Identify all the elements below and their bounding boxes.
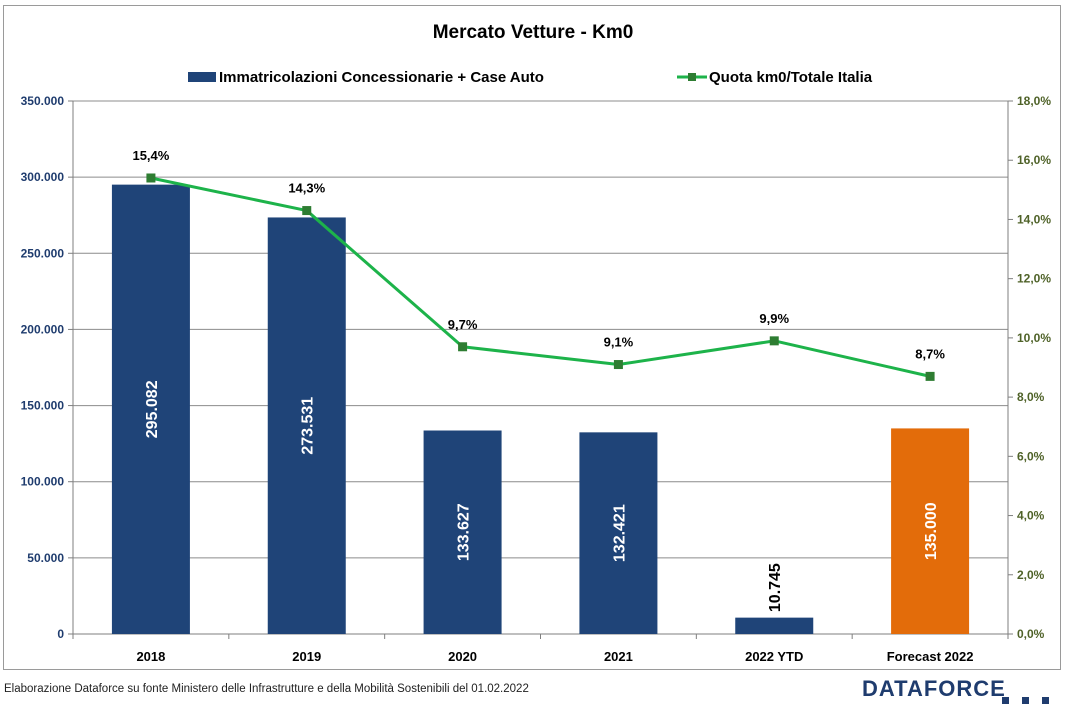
share-marker xyxy=(458,342,468,352)
legend: Immatricolazioni Concessionarie + Case A… xyxy=(188,69,873,86)
share-marker xyxy=(302,206,312,216)
bar xyxy=(111,184,190,634)
share-marker xyxy=(146,173,156,183)
y-right-tick-label: 10,0% xyxy=(1017,331,1051,345)
chart-title: Mercato Vetture - Km0 xyxy=(433,22,634,43)
bar-data-label: 295.082 xyxy=(144,380,161,438)
y-right-tick-label: 14,0% xyxy=(1017,212,1051,226)
y-right-tick-label: 18,0% xyxy=(1017,94,1051,108)
share-data-label: 9,1% xyxy=(604,335,634,350)
y-right-tick-label: 4,0% xyxy=(1017,509,1045,523)
logo-dot xyxy=(1042,697,1049,704)
legend-line-marker xyxy=(688,73,696,81)
bar-data-label: 10.745 xyxy=(767,563,784,612)
share-data-label: 8,7% xyxy=(915,346,945,361)
y-right-tick-label: 8,0% xyxy=(1017,390,1045,404)
logo-dot xyxy=(1022,697,1029,704)
share-data-label: 9,7% xyxy=(448,317,478,332)
x-tick-label: 2018 xyxy=(136,649,165,664)
bar xyxy=(891,428,970,634)
y-left-tick-label: 200.000 xyxy=(21,322,65,336)
share-marker xyxy=(613,360,623,370)
chart: Mercato Vetture - Km0 Immatricolazioni C… xyxy=(21,22,1052,664)
y-left-tick-label: 250.000 xyxy=(21,246,65,260)
y-right-tick-label: 6,0% xyxy=(1017,449,1045,463)
y-left-tick-label: 100.000 xyxy=(21,475,65,489)
legend-line-label: Quota km0/Totale Italia xyxy=(709,69,873,86)
x-tick-label: 2021 xyxy=(604,649,633,664)
share-data-label: 15,4% xyxy=(132,148,169,163)
share-marker xyxy=(925,371,935,381)
bar xyxy=(735,617,814,634)
x-tick-label: 2022 YTD xyxy=(745,649,803,664)
x-tick-label: 2019 xyxy=(292,649,321,664)
source-note: Elaborazione Dataforce su fonte Minister… xyxy=(4,683,529,695)
chart-frame: Mercato Vetture - Km0 Immatricolazioni C… xyxy=(3,5,1061,670)
bar xyxy=(423,430,502,634)
bar-data-label: 135.000 xyxy=(923,502,940,560)
y-left-tick-label: 0 xyxy=(57,627,64,641)
share-line xyxy=(150,176,931,378)
y-right-tick-label: 16,0% xyxy=(1017,153,1051,167)
y-left-tick-label: 300.000 xyxy=(21,170,65,184)
legend-bar-label: Immatricolazioni Concessionarie + Case A… xyxy=(219,69,544,86)
bar xyxy=(267,217,346,635)
plot-area: 0 50.000 100.000 150.000 200.000 250.000 300.0… xyxy=(21,94,1052,664)
bar xyxy=(579,432,658,634)
x-tick-label: Forecast 2022 xyxy=(887,649,974,664)
share-data-label: 14,3% xyxy=(288,181,325,196)
bar-data-label: 273.531 xyxy=(300,397,317,455)
bar-data-label: 132.421 xyxy=(611,504,628,562)
y-right-tick-label: 0,0% xyxy=(1017,627,1045,641)
y-left-tick-label: 50.000 xyxy=(27,551,64,565)
x-tick-label: 2020 xyxy=(448,649,477,664)
dataforce-logo: DATAFORCE xyxy=(862,676,1006,701)
y-right-tick-label: 2,0% xyxy=(1017,568,1045,582)
bar-data-label: 133.627 xyxy=(456,503,473,561)
logo-dot xyxy=(1002,697,1009,704)
legend-bar-swatch xyxy=(188,72,216,82)
y-right-tick-label: 12,0% xyxy=(1017,272,1051,286)
y-left-tick-label: 150.000 xyxy=(21,399,65,413)
y-left-tick-label: 350.000 xyxy=(21,94,65,108)
share-marker xyxy=(769,336,779,346)
share-data-label: 9,9% xyxy=(759,311,789,326)
